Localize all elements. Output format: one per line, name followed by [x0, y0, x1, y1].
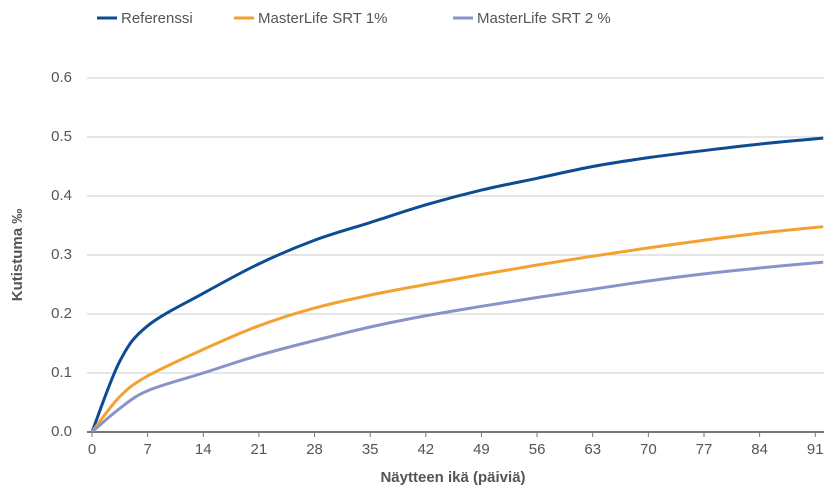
x-tick-label: 84 — [751, 441, 768, 458]
y-tick-label: 0.0 — [51, 423, 72, 440]
x-tick-label: 14 — [195, 441, 212, 458]
series-line — [91, 260, 824, 434]
x-tick-label: 7 — [143, 441, 151, 458]
x-tick-label: 77 — [696, 441, 713, 458]
x-tick-label: 0 — [88, 441, 96, 458]
y-tick-label: 0.1 — [51, 364, 72, 381]
series-line — [90, 136, 824, 433]
x-tick-label: 56 — [529, 441, 546, 458]
y-axis-label: Kutistuma ‰ — [9, 209, 26, 302]
x-tick-label: 91 — [807, 441, 824, 458]
y-tick-label: 0.3 — [51, 246, 72, 263]
x-tick-label: 49 — [473, 441, 490, 458]
y-tick-label: 0.4 — [51, 187, 72, 204]
x-tick-label: 63 — [584, 441, 601, 458]
x-tick-label: 42 — [417, 441, 434, 458]
x-axis-label: Näytteen ikä (päiviä) — [380, 469, 525, 486]
x-tick-label: 28 — [306, 441, 323, 458]
legend-label: MasterLife SRT 2 % — [477, 10, 611, 27]
y-tick-label: 0.6 — [51, 69, 72, 86]
x-tick-label: 35 — [362, 441, 379, 458]
x-tick-label: 70 — [640, 441, 657, 458]
legend-label: MasterLife SRT 1% — [258, 10, 388, 27]
series-line — [90, 225, 824, 433]
y-tick-label: 0.2 — [51, 305, 72, 322]
x-tick-label: 21 — [251, 441, 268, 458]
legend-label: Referenssi — [121, 10, 193, 27]
y-tick-label: 0.5 — [51, 128, 72, 145]
